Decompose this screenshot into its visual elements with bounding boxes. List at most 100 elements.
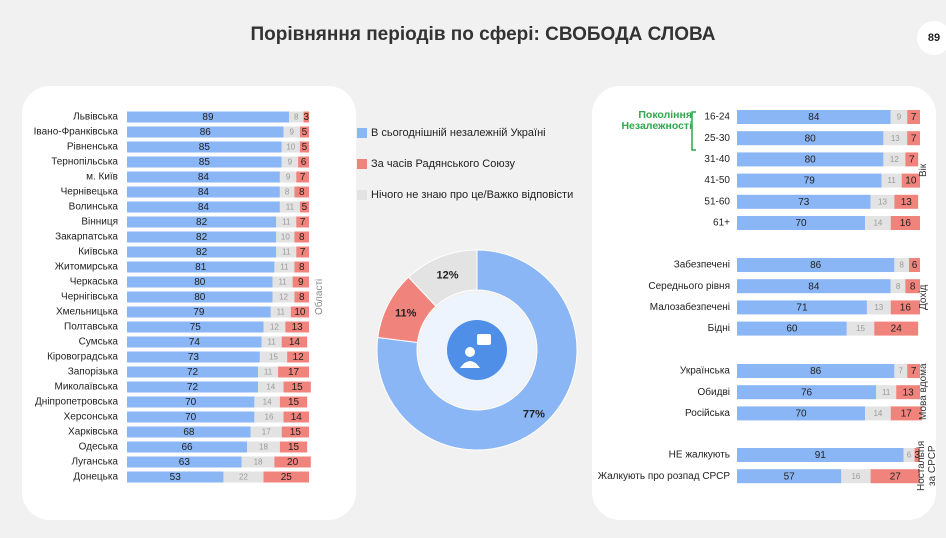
bar-segment <box>127 351 260 363</box>
donut-label: 11% <box>395 308 417 320</box>
value-label: 8 <box>299 187 305 198</box>
bar-segment <box>290 306 309 318</box>
bar-segment <box>905 279 920 294</box>
icon-bubble <box>477 334 491 345</box>
value-label: 7 <box>300 247 306 258</box>
category-label: 25-30 <box>704 133 730 144</box>
bar-segment <box>287 351 309 363</box>
legend-label: Нічого не знаю про це/Важко відповісти <box>371 189 573 201</box>
value-label: 11 <box>268 338 277 347</box>
bar-segment <box>127 111 289 123</box>
axis-label: Області <box>314 278 325 316</box>
value-label: 82 <box>196 247 208 258</box>
bar-segment <box>890 300 920 315</box>
value-label: 72 <box>187 367 199 378</box>
category-label: Миколаївська <box>55 382 119 393</box>
value-label: 11 <box>286 203 295 212</box>
value-label: 8 <box>299 292 305 303</box>
value-label: 14 <box>873 409 882 418</box>
bar-segment <box>127 471 224 483</box>
category-label: 16-24 <box>704 112 730 123</box>
value-label: 3 <box>303 112 309 123</box>
value-label: 15 <box>292 382 304 393</box>
bar-segment <box>299 201 309 213</box>
bar-segment <box>127 171 280 183</box>
bar-segment <box>127 231 277 243</box>
category-label: Хмельницька <box>56 307 118 318</box>
value-label: 73 <box>798 197 810 208</box>
bar-segment <box>737 406 866 421</box>
value-label: 14 <box>291 412 303 423</box>
value-label: 79 <box>804 176 816 187</box>
bar-segment <box>737 173 882 188</box>
value-label: 8 <box>299 262 305 273</box>
bar-segment <box>737 152 884 167</box>
bar-segment <box>285 321 309 333</box>
value-label: 20 <box>287 457 299 468</box>
bar-segment <box>276 246 297 258</box>
value-label: 13 <box>292 322 304 333</box>
bar-segment <box>288 111 304 123</box>
bar-segment <box>294 231 309 243</box>
icon-head <box>465 347 475 357</box>
category-label: 51-60 <box>704 196 730 207</box>
value-label: 7 <box>911 133 917 144</box>
value-label: 5 <box>302 202 308 213</box>
value-label: 13 <box>878 197 887 206</box>
value-label: 7 <box>911 112 917 123</box>
category-label: Тернопільська <box>51 157 118 168</box>
category-label: Черкаська <box>70 277 119 288</box>
value-label: 6 <box>907 451 912 460</box>
page-badge <box>917 21 946 55</box>
bar-segment <box>283 381 311 393</box>
bar-segment <box>241 456 275 468</box>
category-label: Сумська <box>79 337 119 348</box>
value-label: 9 <box>289 128 294 137</box>
category-label: Середнього рівня <box>648 281 730 292</box>
bar-segment <box>247 441 280 453</box>
value-label: 12 <box>890 155 899 164</box>
value-label: 8 <box>294 113 299 122</box>
value-label: 11 <box>278 278 287 287</box>
bar-segment <box>127 201 280 213</box>
donut-label: 77% <box>523 408 545 420</box>
bar-segment <box>294 261 309 273</box>
category-label: Обидві <box>698 386 730 398</box>
category-label: 31-40 <box>704 154 730 165</box>
donut-label: 12% <box>437 270 459 282</box>
value-label: 25 <box>281 472 293 483</box>
value-label: 15 <box>269 353 278 362</box>
category-label: м. Київ <box>86 172 118 183</box>
bar-segment <box>258 366 279 378</box>
value-label: 18 <box>259 443 268 452</box>
chart-title: Порівняння періодів по сфері: СВОБОДА СЛ… <box>251 24 716 45</box>
bar-segment <box>127 141 282 153</box>
bar-segment <box>841 469 871 484</box>
bar-segment <box>279 201 300 213</box>
bar-segment <box>883 131 908 146</box>
value-label: 11 <box>887 176 896 185</box>
bar-segment <box>907 364 920 378</box>
value-label: 74 <box>189 337 201 348</box>
value-label: 14 <box>289 337 301 348</box>
value-label: 60 <box>786 324 798 335</box>
bar-segment <box>903 448 915 462</box>
category-label: Жалкують про розпад СРСР <box>598 471 731 482</box>
value-label: 10 <box>281 233 290 242</box>
category-label: Російська <box>685 408 730 419</box>
value-label: 82 <box>196 232 208 243</box>
value-label: 70 <box>795 218 807 229</box>
bar-segment <box>127 276 273 288</box>
bar-segment <box>127 456 242 468</box>
value-label: 16 <box>900 303 912 314</box>
bar-segment <box>127 396 255 408</box>
bar-segment <box>283 411 309 423</box>
value-label: 8 <box>910 281 916 292</box>
bar-segment <box>127 216 277 228</box>
value-label: 75 <box>190 322 202 333</box>
category-label: Київська <box>78 247 118 258</box>
bar-segment <box>272 291 295 303</box>
bar-segment <box>901 173 920 188</box>
value-label: 53 <box>170 472 182 483</box>
bar-segment <box>894 258 910 272</box>
